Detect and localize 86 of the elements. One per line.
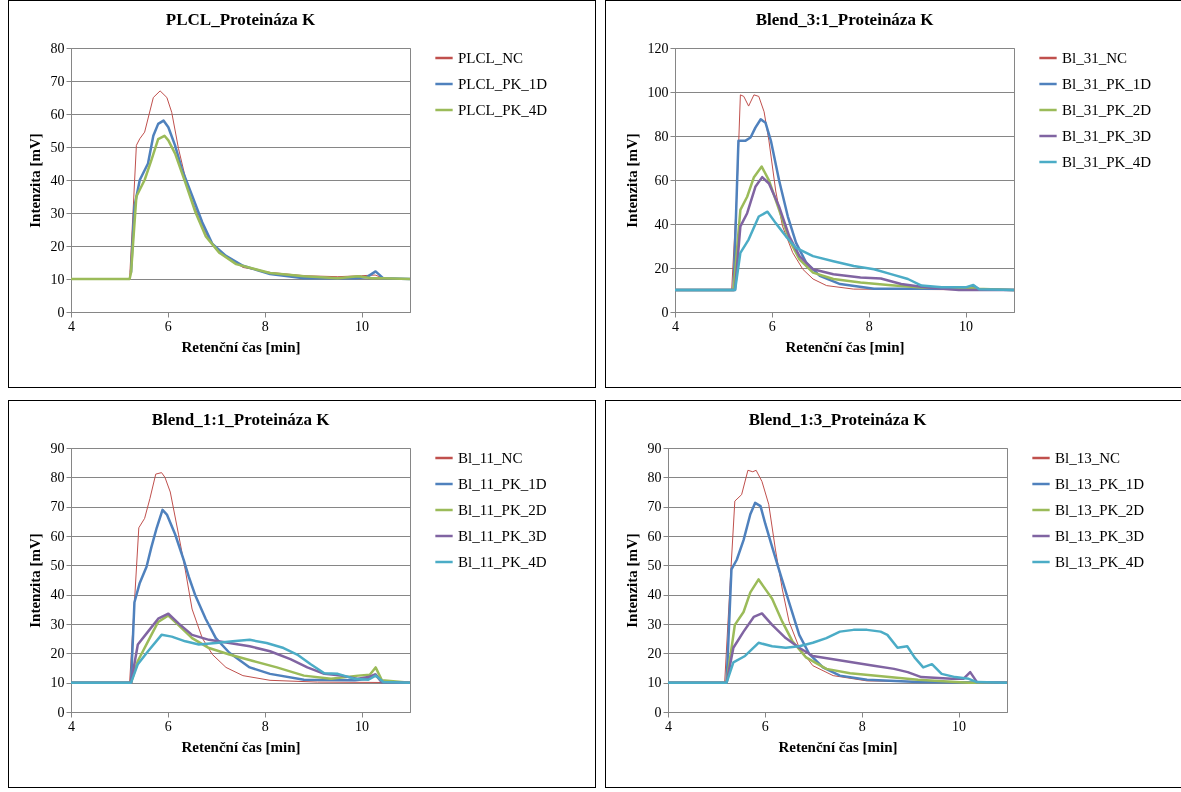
x-axis-title: Retenční čas [min]	[181, 338, 301, 355]
line-series	[69, 633, 412, 684]
y-tick-label: 90	[50, 440, 65, 456]
line-series	[673, 210, 1016, 292]
legend-label: Bl_13_PK_2D	[1055, 502, 1145, 518]
x-tick-label: 6	[164, 318, 172, 334]
y-tick-label: 0	[57, 704, 65, 720]
y-tick-label: 70	[50, 73, 65, 89]
x-tick-label: 6	[768, 318, 776, 334]
y-tick-label: 20	[654, 260, 669, 276]
y-tick-label: 100	[647, 84, 669, 100]
legend-label: Bl_11_PK_1D	[458, 476, 547, 492]
y-tick-label: 20	[50, 645, 65, 661]
x-tick-label: 10	[355, 718, 370, 734]
x-tick-label: 4	[672, 318, 679, 334]
legend-label: Bl_11_PK_4D	[458, 554, 547, 570]
y-tick-label: 120	[647, 40, 669, 56]
x-tick-label: 4	[665, 718, 672, 734]
y-tick-label: 40	[654, 216, 669, 232]
x-tick-label: 8	[261, 718, 269, 734]
x-tick-label: 8	[261, 318, 269, 334]
y-tick-label: 10	[647, 675, 662, 691]
y-axis-title: Intenzita [mV]	[26, 133, 43, 228]
chart-title: PLCL_Proteináza K	[165, 10, 316, 29]
legend-label: Bl_31_PK_3D	[1062, 128, 1152, 144]
y-tick-label: 50	[50, 557, 65, 573]
x-tick-label: 6	[761, 718, 769, 734]
y-tick-label: 50	[50, 139, 65, 155]
chart-title: Blend_1:3_Proteináza K	[748, 410, 928, 429]
y-tick-label: 80	[50, 40, 65, 56]
y-tick-label: 10	[50, 675, 65, 691]
y-tick-label: 70	[647, 499, 662, 515]
legend-label: Bl_31_NC	[1062, 50, 1128, 66]
y-tick-label: 20	[50, 238, 65, 254]
y-tick-label: 0	[661, 304, 669, 320]
y-tick-label: 40	[647, 587, 662, 603]
x-tick-label: 4	[68, 718, 75, 734]
y-axis-title: Intenzita [mV]	[623, 133, 640, 228]
x-tick-label: 10	[959, 318, 974, 334]
legend-label: Bl_31_PK_1D	[1062, 76, 1152, 92]
y-tick-label: 60	[50, 528, 65, 544]
legend-label: Bl_13_PK_3D	[1055, 528, 1145, 544]
y-axis-title: Intenzita [mV]	[623, 533, 640, 628]
x-axis-title: Retenční čas [min]	[181, 738, 301, 755]
y-tick-label: 80	[647, 469, 662, 485]
y-tick-label: 0	[57, 304, 65, 320]
y-tick-label: 80	[654, 128, 669, 144]
y-tick-label: 80	[50, 469, 65, 485]
y-tick-label: 10	[50, 271, 65, 287]
legend-label: Bl_31_PK_2D	[1062, 102, 1152, 118]
y-tick-label: 70	[50, 499, 65, 515]
legend-label: PLCL_PK_4D	[458, 102, 548, 118]
y-tick-label: 60	[654, 172, 669, 188]
x-axis-title: Retenční čas [min]	[785, 338, 905, 355]
y-tick-label: 30	[50, 205, 65, 221]
chart-title: Blend_3:1_Proteináza K	[755, 10, 935, 29]
legend-label: Bl_13_PK_4D	[1055, 554, 1145, 570]
y-tick-label: 40	[50, 172, 65, 188]
chart-title: Blend_1:1_Proteináza K	[151, 410, 331, 429]
legend-label: Bl_11_PK_3D	[458, 528, 547, 544]
y-tick-label: 30	[50, 616, 65, 632]
line-series	[666, 628, 1009, 684]
y-tick-label: 20	[647, 645, 662, 661]
y-axis-title: Intenzita [mV]	[26, 533, 43, 628]
y-tick-label: 60	[50, 106, 65, 122]
legend-label: Bl_13_NC	[1055, 450, 1121, 466]
x-tick-label: 10	[952, 718, 967, 734]
x-tick-label: 4	[68, 318, 75, 334]
line-series	[69, 134, 412, 281]
y-tick-label: 40	[50, 587, 65, 603]
y-tick-label: 0	[654, 704, 662, 720]
legend-label: Bl_31_PK_4D	[1062, 154, 1152, 170]
x-axis-title: Retenční čas [min]	[778, 738, 898, 755]
legend-label: PLCL_NC	[458, 50, 524, 66]
y-tick-label: 90	[647, 440, 662, 456]
x-tick-label: 6	[164, 718, 172, 734]
y-tick-label: 60	[647, 528, 662, 544]
x-tick-label: 10	[355, 318, 370, 334]
y-tick-label: 50	[647, 557, 662, 573]
x-tick-label: 8	[858, 718, 866, 734]
legend-label: Bl_11_NC	[458, 450, 523, 466]
x-tick-label: 8	[865, 318, 873, 334]
legend-label: Bl_11_PK_2D	[458, 502, 547, 518]
legend-label: PLCL_PK_1D	[458, 76, 548, 92]
y-tick-label: 30	[647, 616, 662, 632]
legend-label: Bl_13_PK_1D	[1055, 476, 1145, 492]
